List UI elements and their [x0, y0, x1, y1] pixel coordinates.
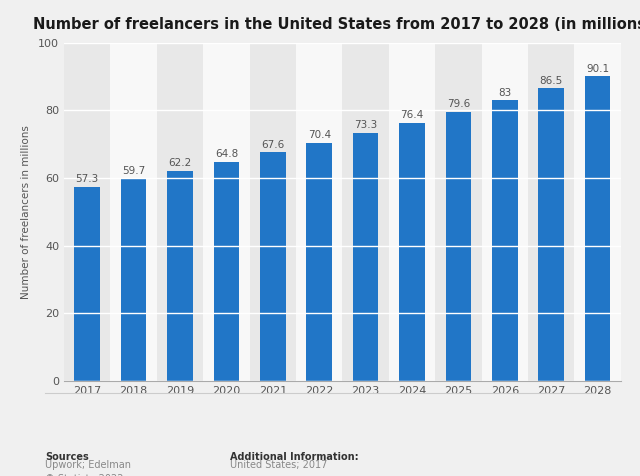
Bar	[167, 170, 193, 381]
Bar	[342, 43, 388, 381]
Bar	[64, 43, 110, 381]
Text: 79.6: 79.6	[447, 99, 470, 109]
Bar	[296, 43, 342, 381]
Bar	[307, 143, 332, 381]
Bar	[585, 76, 611, 381]
Text: United States; 2017: United States; 2017	[230, 460, 328, 470]
Text: 70.4: 70.4	[308, 130, 331, 140]
Text: 83: 83	[498, 88, 511, 98]
Bar	[121, 179, 147, 381]
Bar	[110, 43, 157, 381]
Text: 67.6: 67.6	[261, 139, 284, 149]
Bar	[353, 133, 378, 381]
Text: Upwork; Edelman
© Statista 2022: Upwork; Edelman © Statista 2022	[45, 460, 131, 476]
Bar	[250, 43, 296, 381]
Bar	[157, 43, 204, 381]
Text: 90.1: 90.1	[586, 64, 609, 74]
Title: Number of freelancers in the United States from 2017 to 2028 (in millions): Number of freelancers in the United Stat…	[33, 17, 640, 32]
Bar	[399, 123, 425, 381]
Bar	[203, 43, 250, 381]
Bar	[574, 43, 621, 381]
Bar	[435, 43, 481, 381]
Text: 76.4: 76.4	[401, 110, 424, 120]
Y-axis label: Number of freelancers in millions: Number of freelancers in millions	[21, 125, 31, 299]
Text: 86.5: 86.5	[540, 76, 563, 86]
Bar	[260, 152, 285, 381]
Bar	[492, 100, 518, 381]
Bar	[388, 43, 435, 381]
Text: Additional Information:: Additional Information:	[230, 452, 359, 462]
Text: 62.2: 62.2	[168, 158, 191, 168]
Text: 57.3: 57.3	[76, 174, 99, 184]
Bar	[481, 43, 528, 381]
Bar	[214, 162, 239, 381]
Bar	[528, 43, 574, 381]
Bar	[538, 89, 564, 381]
Bar	[74, 187, 100, 381]
Text: 64.8: 64.8	[215, 149, 238, 159]
Bar	[445, 112, 471, 381]
Text: Sources: Sources	[45, 452, 88, 462]
Text: 73.3: 73.3	[354, 120, 377, 130]
Text: 59.7: 59.7	[122, 166, 145, 176]
